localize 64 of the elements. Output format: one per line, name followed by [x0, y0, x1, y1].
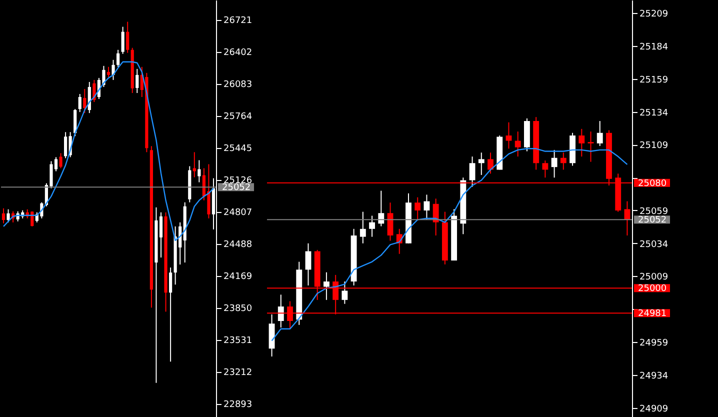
candlestick — [198, 160, 201, 183]
y-tick-label: 24934 — [640, 371, 668, 382]
candlestick — [424, 194, 430, 220]
y-tick-label: 24807 — [224, 208, 252, 218]
y-tick-label: 23850 — [224, 304, 252, 314]
candlestick — [83, 88, 86, 114]
y-tick-label: 25445 — [224, 144, 252, 154]
y-tick-label: 26402 — [224, 48, 252, 58]
y-tick-label: 25009 — [640, 272, 668, 283]
ref-line-label: 24981 — [638, 309, 667, 320]
candlestick — [136, 68, 139, 94]
candlestick — [64, 132, 68, 159]
candlestick — [469, 156, 476, 188]
y-tick-label: 24909 — [640, 404, 668, 414]
candlestick — [378, 190, 384, 227]
y-tick-label: 25134 — [640, 108, 668, 118]
candlestick — [305, 242, 312, 286]
candlestick — [112, 59, 115, 80]
ref-line-label: 25052 — [638, 216, 667, 226]
candlestick — [278, 294, 284, 328]
candlestick — [588, 131, 594, 162]
candlestick — [342, 281, 348, 304]
candlestick — [488, 152, 494, 174]
candlestick — [414, 196, 421, 220]
candlestick — [106, 66, 110, 78]
y-tick-label: 25184 — [640, 42, 668, 53]
candlestick — [369, 215, 375, 238]
candlestick — [6, 208, 10, 223]
candlestick — [432, 198, 439, 236]
y-tick-label: 25034 — [640, 240, 668, 250]
candlestick — [551, 149, 558, 178]
candlestick — [2, 208, 6, 224]
y-tick-label: 22893 — [224, 400, 252, 410]
candlestick — [560, 152, 566, 170]
candlestick — [59, 152, 62, 169]
candlestick — [78, 93, 82, 113]
y-tick-label: 25109 — [640, 141, 668, 152]
y-tick-label: 25209 — [640, 10, 668, 20]
y-tick-label: 25764 — [224, 112, 252, 122]
y-tick-label: 26083 — [224, 80, 252, 90]
y-tick-label: 23531 — [224, 336, 252, 346]
y-tick-label: 24959 — [640, 338, 668, 349]
candlestick — [478, 152, 484, 176]
ref-line-label: 25000 — [638, 284, 667, 294]
candlestick — [578, 128, 585, 158]
candlestick — [126, 21, 130, 54]
ref-line-label: 25080 — [638, 178, 667, 189]
y-tick-label: 25059 — [640, 206, 668, 217]
y-tick-label: 26721 — [224, 16, 252, 26]
y-tick-label: 24169 — [224, 272, 252, 282]
candlestick — [121, 26, 124, 54]
candlestick — [74, 108, 77, 137]
candlestick — [514, 131, 521, 158]
y-tick-label: 23212 — [224, 368, 252, 378]
candlestick — [596, 120, 603, 147]
candlestick — [324, 272, 330, 300]
candlestick — [192, 152, 196, 178]
candlestick — [168, 267, 172, 362]
y-tick-label: 24488 — [224, 240, 252, 250]
candlestick — [542, 160, 548, 178]
candlestick — [360, 211, 366, 244]
candlestick — [506, 122, 512, 150]
y-tick-label: 25159 — [640, 75, 668, 86]
candlestick — [116, 49, 120, 68]
